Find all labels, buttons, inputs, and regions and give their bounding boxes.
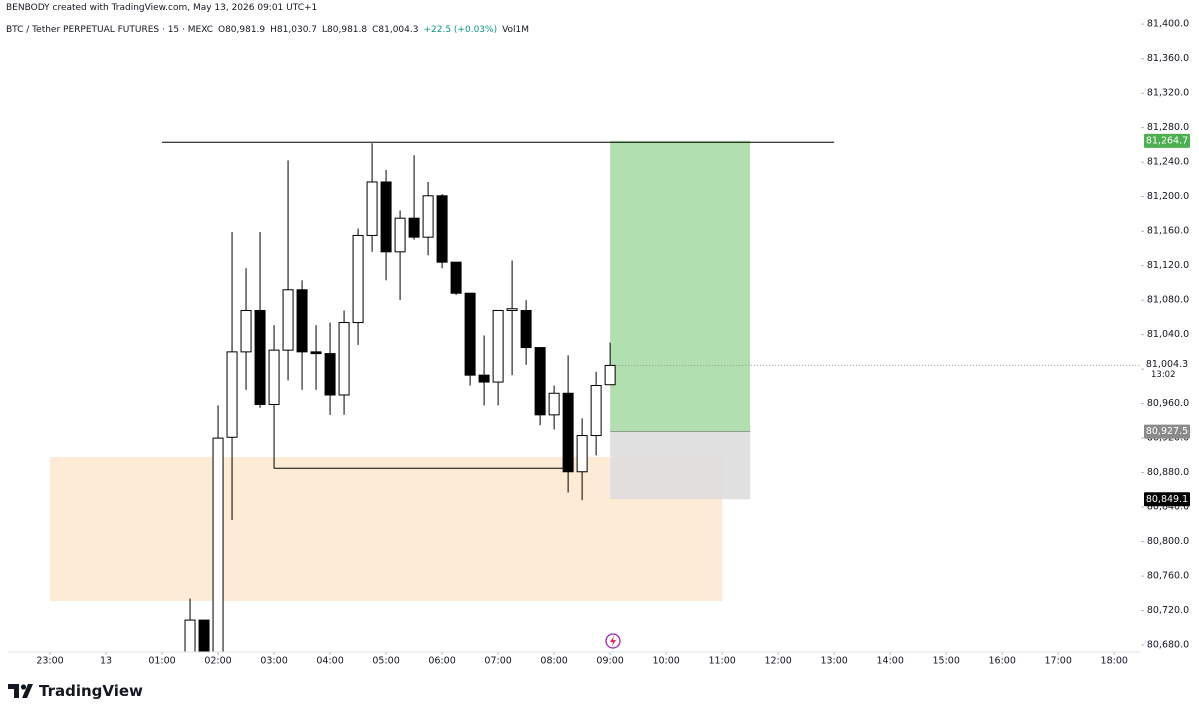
legend-value: Vol1M — [502, 25, 530, 35]
price-label-bg — [1144, 133, 1190, 148]
y-tick-label: 81,120.0 — [1147, 260, 1189, 271]
x-tick-label: 11:00 — [708, 656, 735, 667]
candle-body — [604, 364, 616, 386]
price-label-bg — [1144, 492, 1190, 507]
candle-body — [366, 181, 378, 236]
x-tick-label: 13:00 — [820, 656, 847, 667]
legend-value: L80,981.8 — [322, 25, 368, 35]
symbol-legend: BTC / Tether PERPETUAL FUTURES · 15 · ME… — [6, 25, 529, 35]
x-tick-label: 08:00 — [540, 656, 567, 667]
x-tick-label: 02:00 — [204, 656, 231, 667]
x-tick-label: 13 — [100, 656, 112, 667]
candle-body — [296, 289, 308, 353]
candle-body — [380, 181, 392, 253]
profit-area — [610, 140, 751, 432]
x-tick-label: 05:00 — [372, 656, 399, 667]
brand-icon — [8, 684, 33, 698]
y-tick-label: 81,400.0 — [1147, 19, 1189, 30]
candle-body — [324, 353, 336, 396]
countdown-label: 13:02 — [1151, 370, 1176, 380]
x-tick-label: 18:00 — [1101, 656, 1128, 667]
y-tick-label: 80,760.0 — [1147, 571, 1189, 582]
candle-body — [394, 217, 406, 253]
x-tick-label: 17:00 — [1045, 656, 1072, 667]
y-tick-label: 81,320.0 — [1147, 88, 1189, 99]
symbol-title: BTC / Tether PERPETUAL FUTURES · 15 · ME… — [6, 25, 213, 35]
legend-value: H81,030.7 — [270, 25, 318, 35]
candle-body — [310, 351, 322, 355]
y-tick-label: 80,880.0 — [1147, 467, 1189, 478]
x-tick-label: 09:00 — [596, 656, 623, 667]
plot-area — [50, 140, 1140, 652]
x-tick-label: 16:00 — [989, 656, 1016, 667]
candle-body — [212, 437, 224, 652]
y-tick-label: 81,080.0 — [1147, 295, 1189, 306]
y-tick-label: 80,720.0 — [1147, 605, 1189, 616]
candle-body — [520, 309, 532, 349]
legend-value: O80,981.9 — [217, 25, 266, 35]
candle-body — [226, 351, 238, 438]
y-tick-label: 81,160.0 — [1147, 226, 1189, 237]
y-tick-label: 81,200.0 — [1147, 191, 1189, 202]
alert-icon — [605, 633, 621, 649]
y-tick-label: 80,800.0 — [1147, 536, 1189, 547]
legend-value: C81,004.3 — [372, 25, 419, 35]
x-tick-label: 12:00 — [764, 656, 791, 667]
candle-body — [184, 619, 196, 652]
brand-name: TradingView — [39, 682, 143, 700]
candle-body — [408, 217, 420, 238]
candle-body — [198, 619, 210, 652]
candle-body — [268, 349, 280, 405]
y-tick-label: 80,680.0 — [1147, 640, 1189, 651]
candle-body — [352, 234, 364, 324]
loss-area — [610, 431, 751, 500]
candle-body — [576, 435, 588, 473]
y-tick-label: 80,840.0 — [1147, 502, 1189, 513]
price-label: 81,264.7 — [1146, 135, 1188, 146]
candle-body — [548, 392, 560, 416]
candle-body — [282, 289, 294, 351]
candle-body — [534, 347, 546, 416]
x-tick-label: 06:00 — [428, 656, 455, 667]
candle-body — [338, 322, 350, 396]
x-tick-label: 15:00 — [933, 656, 960, 667]
x-tick-label: 07:00 — [484, 656, 511, 667]
brand-logo: TradingView — [8, 682, 143, 700]
candle-body — [254, 309, 266, 405]
candle-body — [590, 385, 602, 437]
last-price-bg — [1144, 357, 1190, 380]
y-tick-label: 81,360.0 — [1147, 53, 1189, 64]
y-tick-label: 81,040.0 — [1147, 329, 1189, 340]
candle-body — [240, 309, 252, 353]
price-label-bg — [1144, 424, 1190, 439]
candle-body — [562, 392, 574, 473]
candle-body — [436, 195, 448, 263]
watermark: BENBODY created with TradingView.com, Ma… — [6, 3, 318, 13]
last-price-label: 81,004.3 — [1146, 359, 1188, 370]
x-tick-label: 01:00 — [148, 656, 175, 667]
candle-body — [464, 292, 476, 376]
y-tick-label: 80,960.0 — [1147, 398, 1189, 409]
x-tick-label: 03:00 — [260, 656, 287, 667]
candle-body — [492, 309, 504, 383]
x-tick-label: 23:00 — [36, 656, 63, 667]
price-label: 80,927.5 — [1146, 426, 1188, 437]
axes: 80,680.0 80,720.0 80,760.0 80,800.0 80,840.0… — [8, 19, 1190, 667]
candle-body — [478, 374, 490, 383]
x-tick-label: 14:00 — [876, 656, 903, 667]
candle-body — [422, 195, 434, 238]
y-tick-label: 81,240.0 — [1147, 157, 1189, 168]
candle-body — [506, 308, 518, 311]
x-tick-label: 04:00 — [316, 656, 343, 667]
legend-value: +22.5 (+0.03%) — [423, 25, 498, 35]
x-tick-label: 10:00 — [652, 656, 679, 667]
price-label: 80,849.1 — [1146, 494, 1188, 505]
candle-body — [450, 261, 462, 294]
y-tick-label: 81,280.0 — [1147, 122, 1189, 133]
